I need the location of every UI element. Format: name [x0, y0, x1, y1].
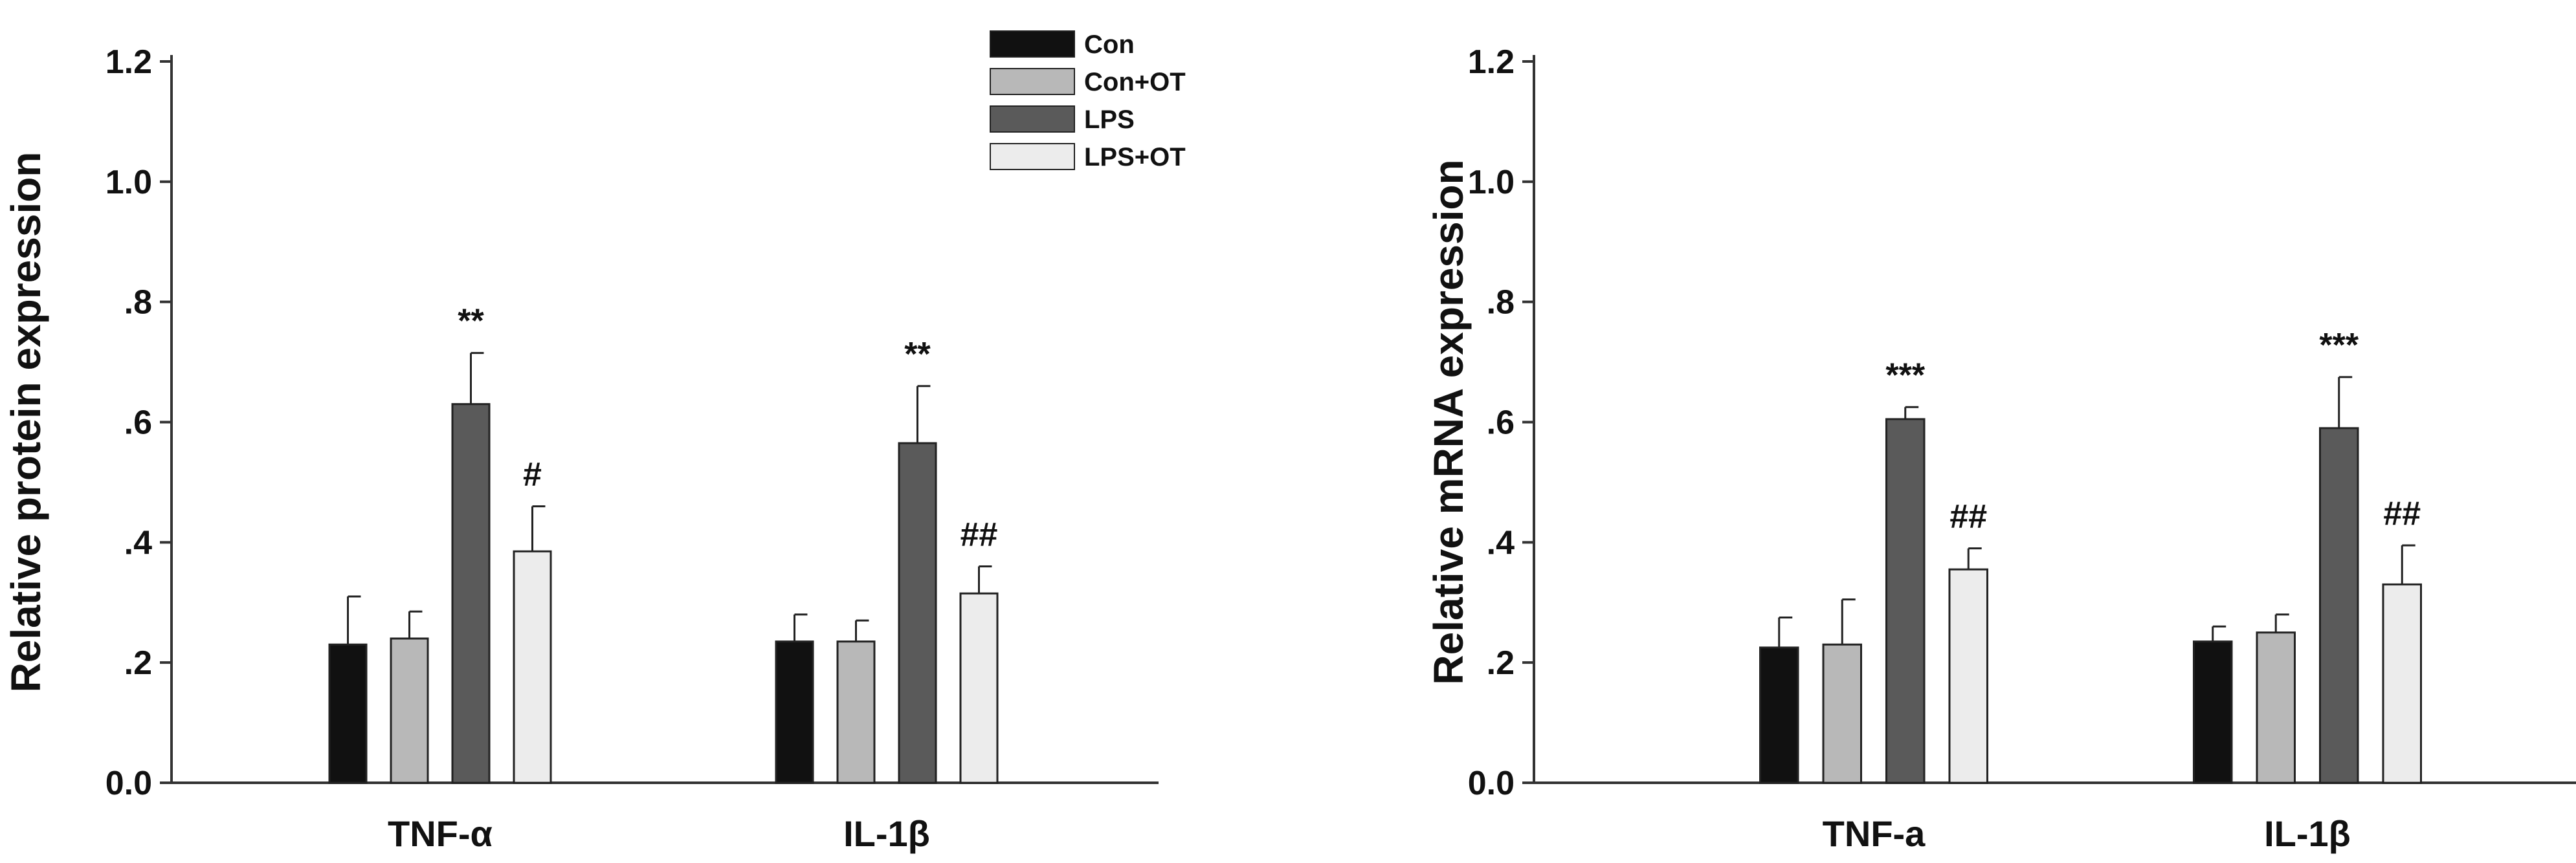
- legend-label: Con: [1084, 30, 1135, 59]
- x-category-label: TNF-α: [388, 813, 493, 854]
- significance-label: **: [904, 336, 931, 373]
- y-tick-label: .6: [124, 404, 152, 442]
- bar-cat1-series3: [451, 403, 491, 784]
- bar-cat2-series2: [2256, 631, 2296, 784]
- x-category-label: IL-1β: [2264, 813, 2351, 854]
- bar-cat2-series1: [775, 640, 814, 784]
- y-tick-label: .2: [124, 644, 152, 682]
- y-tick-label: 1.0: [1468, 164, 1515, 201]
- bar-cat2-series4: [2382, 583, 2422, 784]
- bar-cat2-series3: [2319, 427, 2359, 784]
- panel-protein-expression: 0.0 .2 .4 .6 .8 1.0 1.2 Relative protein expres…: [3, 30, 1186, 854]
- bar-cat1-series4: [513, 550, 552, 784]
- bar-cat1-series1: [328, 643, 368, 784]
- y-tick-label: .8: [124, 284, 152, 322]
- y-tick-label: 1.2: [1468, 43, 1515, 81]
- bar-cat1-series1: [1759, 646, 1799, 784]
- bar-cat2-series2: [836, 640, 876, 784]
- significance-label: ***: [1885, 356, 1925, 394]
- y-tick-label: 0.0: [105, 765, 152, 802]
- y-tick-label: 1.0: [105, 164, 152, 201]
- significance-label: ***: [2319, 327, 2359, 364]
- legend-label: Con+OT: [1084, 68, 1186, 96]
- y-tick-label: .4: [1487, 524, 1515, 562]
- bar-cat2-series3: [898, 442, 937, 784]
- x-category-label: IL-1β: [843, 813, 930, 854]
- legend-swatch: [990, 30, 1075, 58]
- bar-cat2-series1: [2193, 640, 2233, 784]
- y-tick-label: .6: [1487, 404, 1515, 442]
- significance-label: #: [523, 456, 542, 494]
- y-tick-label: 1.2: [105, 43, 152, 81]
- y-tick-label: .8: [1487, 284, 1515, 322]
- significance-label: **: [458, 303, 484, 340]
- bar-cat1-series3: [1885, 418, 1926, 784]
- y-tick-label: .4: [124, 524, 152, 562]
- bar-cat1-series2: [1822, 643, 1862, 784]
- legend-swatch: [990, 105, 1075, 133]
- significance-label: ##: [960, 516, 998, 554]
- bar-cat1-series2: [390, 637, 429, 784]
- legend-label: LPS: [1084, 105, 1135, 134]
- significance-label: ##: [1949, 498, 1987, 536]
- legend-swatch: [990, 143, 1075, 170]
- bar-cat2-series4: [959, 592, 999, 784]
- y-tick-label: 0.0: [1468, 765, 1515, 802]
- bar-cat1-series4: [1948, 568, 1988, 784]
- x-category-label: TNF-a: [1823, 813, 1926, 854]
- legend-label: LPS+OT: [1084, 143, 1186, 171]
- y-axis-label: Relative protein expression: [3, 152, 49, 693]
- y-axis-label: Relative mRNA expression: [1425, 159, 1472, 684]
- legend-swatch: [990, 68, 1075, 95]
- y-tick-label: .2: [1487, 644, 1515, 682]
- panel-mrna-expression: 0.0 .2 .4 .6 .8 1.0 1.2 Relative mRNA expressio…: [1425, 43, 2576, 854]
- significance-label: ##: [2383, 495, 2421, 532]
